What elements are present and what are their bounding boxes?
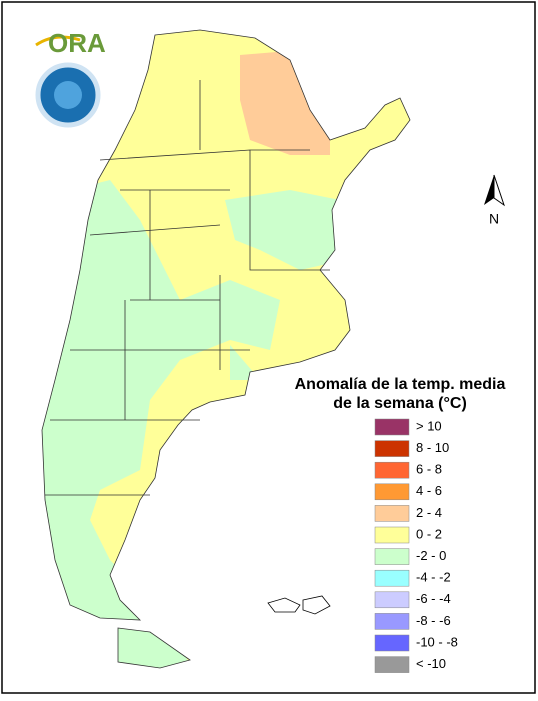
legend-label: -4 - -2 — [416, 570, 451, 585]
legend-swatch — [374, 548, 410, 565]
legend-title: de la semana (°C) — [333, 395, 467, 412]
region-minus2-0 — [42, 180, 280, 668]
legend-swatch — [374, 526, 410, 544]
legend-swatch — [374, 613, 410, 630]
legend-swatch — [374, 591, 410, 609]
legend-swatch — [374, 656, 410, 673]
region-minus2-0 — [225, 190, 345, 270]
legend-label: 8 - 10 — [416, 440, 449, 455]
legend-label: -2 - 0 — [416, 548, 446, 563]
legend-swatch — [374, 418, 410, 436]
legend-label: 6 - 8 — [416, 462, 442, 477]
logo-swoosh — [35, 35, 81, 47]
logo-text: ORA — [48, 28, 106, 58]
legend-swatch — [374, 440, 410, 457]
legend-swatch — [374, 569, 410, 587]
emblem-center — [54, 81, 82, 109]
legend-label: 2 - 4 — [416, 505, 442, 520]
north-arrow: N — [484, 174, 505, 227]
legend: Anomalía de la temp. media de la semana (… — [295, 376, 506, 673]
legend-title: Anomalía de la temp. media — [295, 376, 506, 393]
legend-label: 4 - 6 — [416, 483, 442, 498]
province-borders — [41, 29, 411, 669]
legend-swatch — [374, 505, 410, 522]
legend-label: > 10 — [416, 418, 442, 433]
arrow-left — [484, 175, 494, 205]
malvinas — [267, 595, 331, 615]
legend-swatch — [374, 461, 410, 479]
legend-label: -10 - -8 — [416, 634, 458, 649]
north-label: N — [489, 211, 499, 227]
legend-label: -8 - -6 — [416, 613, 451, 628]
legend-label: 0 - 2 — [416, 526, 442, 541]
arrow-right — [493, 174, 505, 207]
legend-swatch — [374, 634, 410, 652]
legend-label: < -10 — [416, 656, 446, 671]
legend-swatch — [374, 483, 410, 501]
legend-label: -6 - -4 — [416, 591, 451, 606]
logo: ORA — [35, 28, 106, 128]
